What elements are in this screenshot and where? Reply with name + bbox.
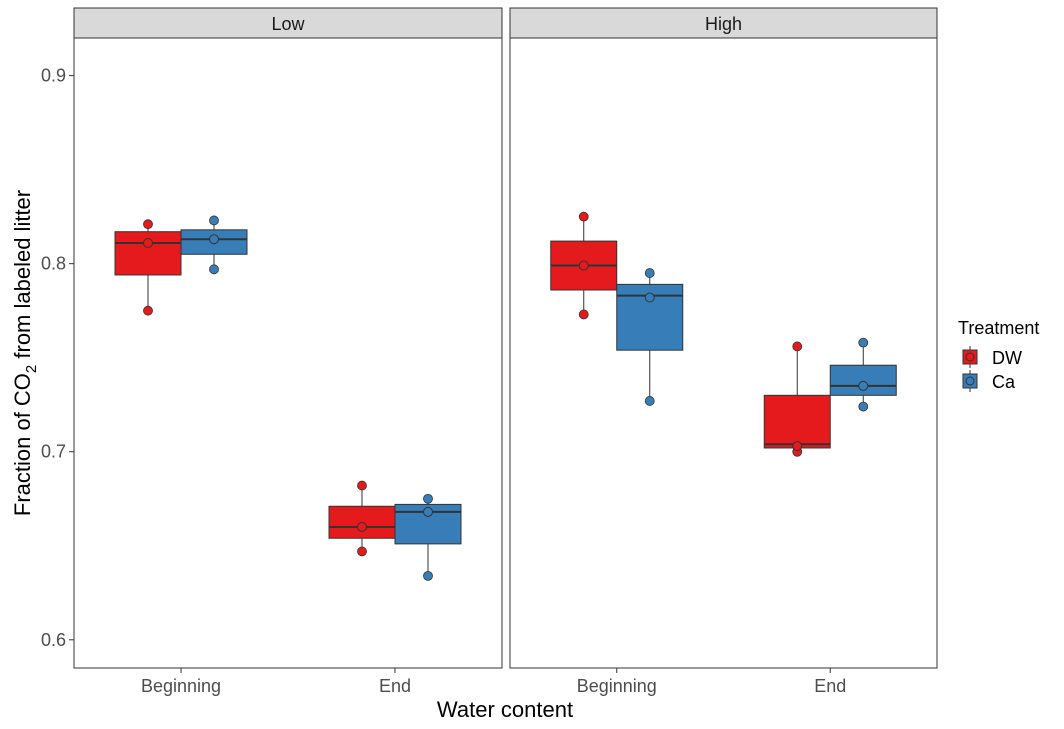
y-tick-label: 0.8	[41, 254, 66, 274]
box-ca-beginning	[180, 215, 248, 275]
legend-title: Treatment	[958, 318, 1039, 338]
legend: Treatment DW Ca	[958, 318, 1039, 392]
mean-point	[578, 260, 589, 271]
mean-point	[644, 292, 655, 303]
facet-strip-label: High	[705, 14, 742, 34]
box-dw-end	[763, 341, 831, 457]
x-axis-title: Water content	[437, 697, 573, 722]
x-tick-label: End	[379, 676, 411, 696]
data-point	[143, 305, 153, 316]
y-axis-title-suffix: from labeled litter	[10, 190, 35, 365]
y-tick-label: 0.9	[41, 66, 66, 86]
data-point	[143, 219, 153, 230]
data-point	[792, 341, 803, 352]
panel-border	[73, 37, 503, 669]
facet-strip-label: Low	[271, 14, 305, 34]
mean-point	[357, 521, 367, 532]
legend-entries: DW Ca	[962, 346, 1022, 392]
mean-point	[792, 441, 803, 452]
data-point	[423, 570, 433, 581]
mean-point	[423, 506, 433, 517]
panel-low: Low	[73, 7, 503, 669]
x-tick-label: Beginning	[141, 676, 221, 696]
legend-entry-dw: DW	[962, 346, 1022, 368]
data-point	[209, 215, 219, 226]
box-dw-beginning	[114, 219, 182, 316]
data-point	[858, 337, 869, 348]
legend-entry-ca: Ca	[962, 370, 1016, 392]
x-tick-label: Beginning	[577, 676, 657, 696]
data-point	[357, 480, 367, 491]
legend-key-point	[965, 352, 975, 362]
facet-strip	[509, 7, 938, 39]
mean-point	[209, 234, 219, 245]
y-axis: 0.6 0.7 0.8 0.9	[41, 66, 74, 650]
facet-strip	[73, 7, 503, 39]
data-point	[209, 264, 219, 275]
y-axis-title: Fraction of CO2 from labeled litter	[10, 190, 40, 516]
mean-point	[858, 380, 869, 391]
box-dw-end	[328, 480, 396, 557]
data-point	[644, 396, 655, 406]
y-axis-title-subscript: 2	[23, 365, 40, 373]
box-dw-beginning	[550, 211, 618, 320]
legend-entry-label: DW	[992, 348, 1022, 368]
data-point	[578, 211, 589, 222]
data-point	[858, 401, 869, 412]
box-ca-end	[394, 493, 462, 581]
panel-high: High	[509, 7, 938, 669]
x-axis: Beginning End Beginning End	[141, 668, 846, 696]
legend-key-point	[965, 376, 975, 386]
x-tick-label: End	[814, 676, 846, 696]
data-point	[423, 493, 433, 504]
y-axis-title-prefix: Fraction of CO	[10, 373, 35, 516]
box-body	[763, 394, 831, 449]
data-point	[644, 268, 655, 278]
y-tick-label: 0.6	[41, 630, 66, 650]
y-tick-label: 0.7	[41, 442, 66, 462]
mean-point	[143, 237, 153, 248]
panels-layer: Low High	[73, 7, 938, 669]
data-point	[578, 309, 589, 320]
panel-border	[509, 37, 938, 669]
legend-entry-label: Ca	[992, 372, 1016, 392]
box-ca-end	[829, 337, 897, 412]
data-point	[357, 546, 367, 557]
box-ca-beginning	[616, 268, 684, 406]
